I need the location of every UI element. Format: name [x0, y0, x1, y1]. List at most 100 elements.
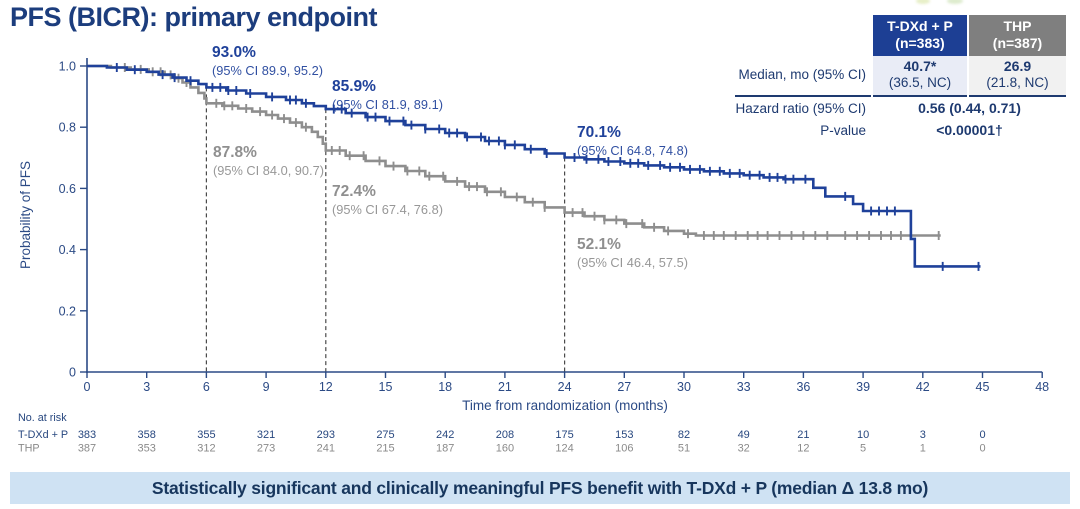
at-risk-count: 32: [738, 443, 750, 455]
at-risk-count: 353: [138, 443, 156, 455]
x-tick-label: 27: [617, 380, 631, 394]
reference-lines: [205, 87, 566, 372]
at-risk-count: 3: [920, 429, 926, 441]
x-tick-label: 33: [737, 380, 751, 394]
at-risk-count: 1: [920, 443, 926, 455]
median-ci: (21.8, NC): [986, 75, 1049, 91]
at-risk-count: 355: [197, 429, 215, 441]
landmark-value: 85.9%: [332, 78, 376, 95]
at-risk-count: 208: [496, 429, 514, 441]
km-chart: 1.0 0.8 0.6 0.4 0.2 0 Probability of PFS 0 3 6 9 12…: [18, 44, 1049, 455]
at-risk-count: 175: [555, 429, 573, 441]
y-tick-label: 1.0: [59, 60, 76, 74]
summary-table-header-thp: THP (n=387): [969, 15, 1066, 57]
summary-table: T-DXd + P (n=383) THP (n=387) Median, mo…: [735, 15, 1066, 141]
x-tick-label: 0: [84, 380, 91, 394]
at-risk-count: 21: [797, 429, 809, 441]
landmark-value: 70.1%: [577, 124, 621, 141]
landmark-ci: (95% CI 67.4, 76.8): [332, 202, 443, 217]
median-value: 26.9: [1003, 58, 1032, 75]
column-subtitle: (n=383): [895, 35, 945, 52]
x-tick-label: 42: [916, 380, 930, 394]
at-risk-count: 273: [257, 443, 275, 455]
y-tick-label: 0: [69, 366, 76, 380]
at-risk-count: 387: [78, 443, 96, 455]
summary-table-header-tdxd: T-DXd + P (n=383): [873, 15, 967, 57]
column-title: THP: [1003, 18, 1032, 34]
p-value-label: P-value: [820, 123, 866, 139]
at-risk-count: 241: [317, 443, 335, 455]
p-value: <0.00001†: [936, 121, 1003, 138]
at-risk-count: 51: [678, 443, 690, 455]
landmark-ci: (95% CI 84.0, 90.7): [213, 163, 324, 178]
at-risk-count: 160: [496, 443, 514, 455]
at-risk-count: 187: [436, 443, 454, 455]
at-risk-count: 0: [979, 443, 985, 455]
at-risk-count: 0: [979, 429, 985, 441]
x-tick-label: 30: [677, 380, 691, 394]
x-tick-label: 9: [263, 380, 270, 394]
x-tick-label: 24: [558, 380, 572, 394]
at-risk-count: 106: [615, 443, 633, 455]
at-risk-count: 82: [678, 429, 690, 441]
x-tick-label: 18: [438, 380, 452, 394]
x-tick-label: 15: [379, 380, 393, 394]
page-title: PFS (BICR): primary endpoint: [10, 2, 378, 32]
x-tick-label: 36: [796, 380, 810, 394]
at-risk-count: 10: [857, 429, 869, 441]
cropped-logo-artifact: [947, 0, 963, 4]
column-title: T-DXd + P: [887, 18, 953, 34]
landmark-ci: (95% CI 64.8, 74.8): [577, 143, 688, 158]
at-risk-row-label: T-DXd + P: [18, 429, 68, 441]
at-risk-count: 358: [138, 429, 156, 441]
conclusion-text: Statistically significant and clinically…: [151, 477, 929, 498]
at-risk-count: 124: [555, 443, 573, 455]
x-tick-label: 45: [976, 380, 990, 394]
median-value-tdxd: 40.7* (36.5, NC): [873, 56, 967, 97]
landmark-value: 87.8%: [213, 144, 257, 161]
at-risk-count: 5: [860, 443, 866, 455]
at-risk-title: No. at risk: [18, 412, 67, 424]
x-tick-label: 6: [203, 380, 210, 394]
x-axis-title: Time from randomization (months): [462, 398, 668, 413]
median-row-label: Median, mo (95% CI): [735, 56, 871, 97]
landmark-ci: (95% CI 46.4, 57.5): [577, 255, 688, 270]
hazard-ratio-value: 0.56 (0.44, 0.71): [918, 99, 1021, 116]
landmark-annotations: 93.0% (95% CI 89.9, 95.2) 85.9% (95% CI 81.…: [212, 44, 688, 270]
at-risk-row-label: THP: [18, 443, 40, 455]
y-tick-label: 0.2: [59, 304, 76, 318]
median-value: 40.7*: [903, 58, 937, 75]
x-tick-label: 21: [498, 380, 512, 394]
y-tick-label: 0.8: [59, 121, 76, 135]
at-risk-count: 242: [436, 429, 454, 441]
cropped-logo-artifact: [916, 0, 930, 4]
at-risk-count: 49: [738, 429, 750, 441]
x-tick-label: 3: [143, 380, 150, 394]
y-axis: 1.0 0.8 0.6 0.4 0.2 0 Probability of PFS: [18, 58, 88, 380]
x-tick-label: 48: [1035, 380, 1049, 394]
y-tick-label: 0.4: [59, 243, 76, 257]
median-value-thp: 26.9 (21.8, NC): [969, 56, 1066, 97]
median-ci: (36.5, NC): [888, 75, 952, 91]
landmark-value: 52.1%: [577, 236, 621, 253]
at-risk-count: 275: [376, 429, 394, 441]
y-axis-title: Probability of PFS: [18, 161, 33, 269]
at-risk-count: 215: [376, 443, 394, 455]
landmark-ci: (95% CI 81.9, 89.1): [332, 97, 443, 112]
x-tick-label: 12: [319, 380, 333, 394]
x-tick-label: 39: [856, 380, 870, 394]
hazard-ratio-label: Hazard ratio (95% CI): [735, 101, 866, 116]
y-tick-label: 0.6: [59, 182, 76, 196]
at-risk-count: 293: [317, 429, 335, 441]
landmark-ci: (95% CI 89.9, 95.2): [212, 63, 323, 78]
at-risk-count: 153: [615, 429, 633, 441]
km-curve-t-dxd-p: [87, 63, 981, 271]
landmark-value: 93.0%: [212, 44, 256, 61]
at-risk-count: 312: [197, 443, 215, 455]
conclusion-banner: Statistically significant and clinically…: [10, 472, 1070, 504]
at-risk-count: 321: [257, 429, 275, 441]
at-risk-count: 383: [78, 429, 96, 441]
